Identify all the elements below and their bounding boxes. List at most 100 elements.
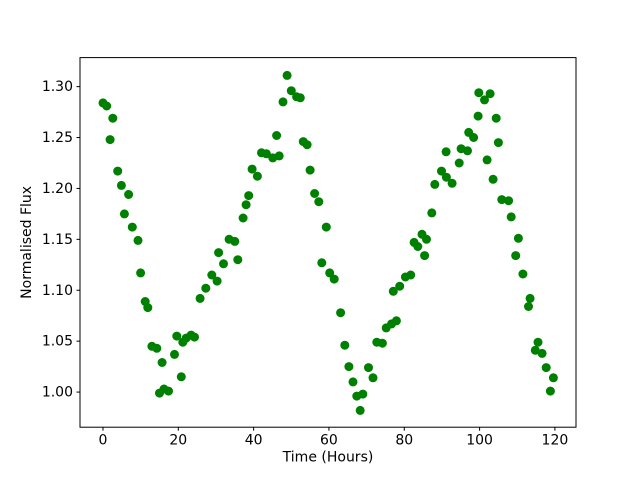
data-point	[102, 101, 112, 111]
data-point	[207, 270, 217, 280]
data-point	[244, 191, 254, 201]
data-point	[506, 212, 516, 222]
y-tick-label: 1.10	[42, 283, 73, 299]
data-point	[302, 140, 312, 150]
data-point	[278, 97, 288, 107]
data-point	[497, 195, 507, 205]
data-point	[437, 166, 446, 176]
data-point	[116, 180, 126, 190]
x-tick-label: 0	[99, 433, 108, 449]
data-point	[530, 345, 540, 355]
data-point	[321, 222, 331, 232]
data-point	[170, 349, 179, 359]
data-point	[441, 172, 451, 182]
x-tick-label: 120	[542, 433, 569, 449]
data-point	[241, 200, 251, 210]
y-tick-label: 1.30	[42, 79, 73, 95]
data-point	[493, 138, 503, 148]
data-point	[282, 70, 292, 80]
data-point	[469, 133, 479, 142]
data-point	[406, 270, 416, 280]
y-tick-label: 1.00	[42, 385, 73, 401]
data-point	[195, 293, 205, 303]
data-point	[548, 373, 558, 383]
data-point	[230, 236, 240, 246]
data-point	[176, 372, 186, 382]
data-point	[286, 86, 296, 96]
data-point	[391, 316, 401, 326]
y-tick-label: 1.05	[42, 334, 73, 350]
data-point	[541, 363, 551, 373]
data-point	[295, 93, 305, 103]
data-point	[344, 362, 354, 372]
data-point	[325, 268, 335, 278]
data-point	[157, 358, 167, 367]
data-point	[336, 308, 346, 318]
axis-ticks	[76, 86, 556, 431]
data-point	[152, 343, 162, 353]
data-point	[485, 89, 495, 99]
data-point	[212, 276, 222, 286]
data-point	[518, 269, 528, 279]
data-point	[491, 113, 501, 123]
data-point	[247, 164, 257, 174]
data-point	[454, 158, 464, 168]
data-point	[261, 149, 271, 159]
data-point	[340, 340, 350, 350]
data-point	[272, 131, 282, 140]
data-point	[274, 151, 284, 161]
y-tick-label: 1.20	[42, 181, 73, 197]
y-axis-label: Normalised Flux	[19, 186, 35, 299]
data-point	[482, 155, 492, 165]
data-point	[395, 281, 405, 291]
data-point	[488, 174, 498, 184]
data-point	[368, 373, 378, 383]
data-point	[463, 146, 472, 156]
y-tick-label: 1.25	[42, 130, 73, 146]
data-point	[473, 111, 483, 121]
data-point	[413, 242, 423, 251]
x-tick-label: 100	[466, 433, 493, 449]
data-point	[355, 405, 365, 415]
data-point	[136, 268, 146, 278]
x-tick-label: 80	[395, 433, 413, 449]
data-point	[108, 113, 118, 123]
data-point	[533, 337, 543, 347]
data-point	[513, 233, 523, 243]
data-point	[422, 234, 431, 244]
data-point	[201, 283, 211, 293]
data-point	[143, 303, 153, 313]
data-point	[238, 213, 248, 223]
data-point	[511, 251, 521, 261]
data-point	[427, 208, 437, 218]
x-axis-label: Time (Hours)	[282, 450, 374, 466]
data-point	[219, 259, 228, 269]
data-point	[474, 88, 484, 98]
data-point	[525, 293, 535, 303]
data-point	[537, 348, 547, 358]
data-point	[388, 286, 398, 296]
data-point	[119, 209, 129, 219]
data-point	[447, 178, 457, 188]
y-tick-label: 1.15	[42, 232, 73, 248]
data-point	[364, 363, 373, 373]
data-point	[190, 332, 199, 342]
data-point	[524, 302, 533, 311]
x-tick-label: 60	[320, 433, 338, 449]
data-point	[310, 189, 320, 198]
data-point	[214, 248, 224, 258]
data-point	[358, 389, 368, 399]
data-point	[127, 222, 137, 232]
data-point	[430, 179, 440, 189]
data-point	[124, 190, 134, 199]
data-point	[252, 171, 262, 181]
data-point	[504, 196, 514, 206]
axis-tick-labels: 0 20 40 60 80 100 120 1.00 1.05 1.10 1.15 1.20 1.25 1…	[42, 79, 568, 449]
data-point	[305, 165, 315, 175]
data-point	[164, 386, 173, 396]
data-point	[113, 166, 123, 176]
data-point	[480, 95, 489, 105]
data-point	[348, 377, 358, 387]
